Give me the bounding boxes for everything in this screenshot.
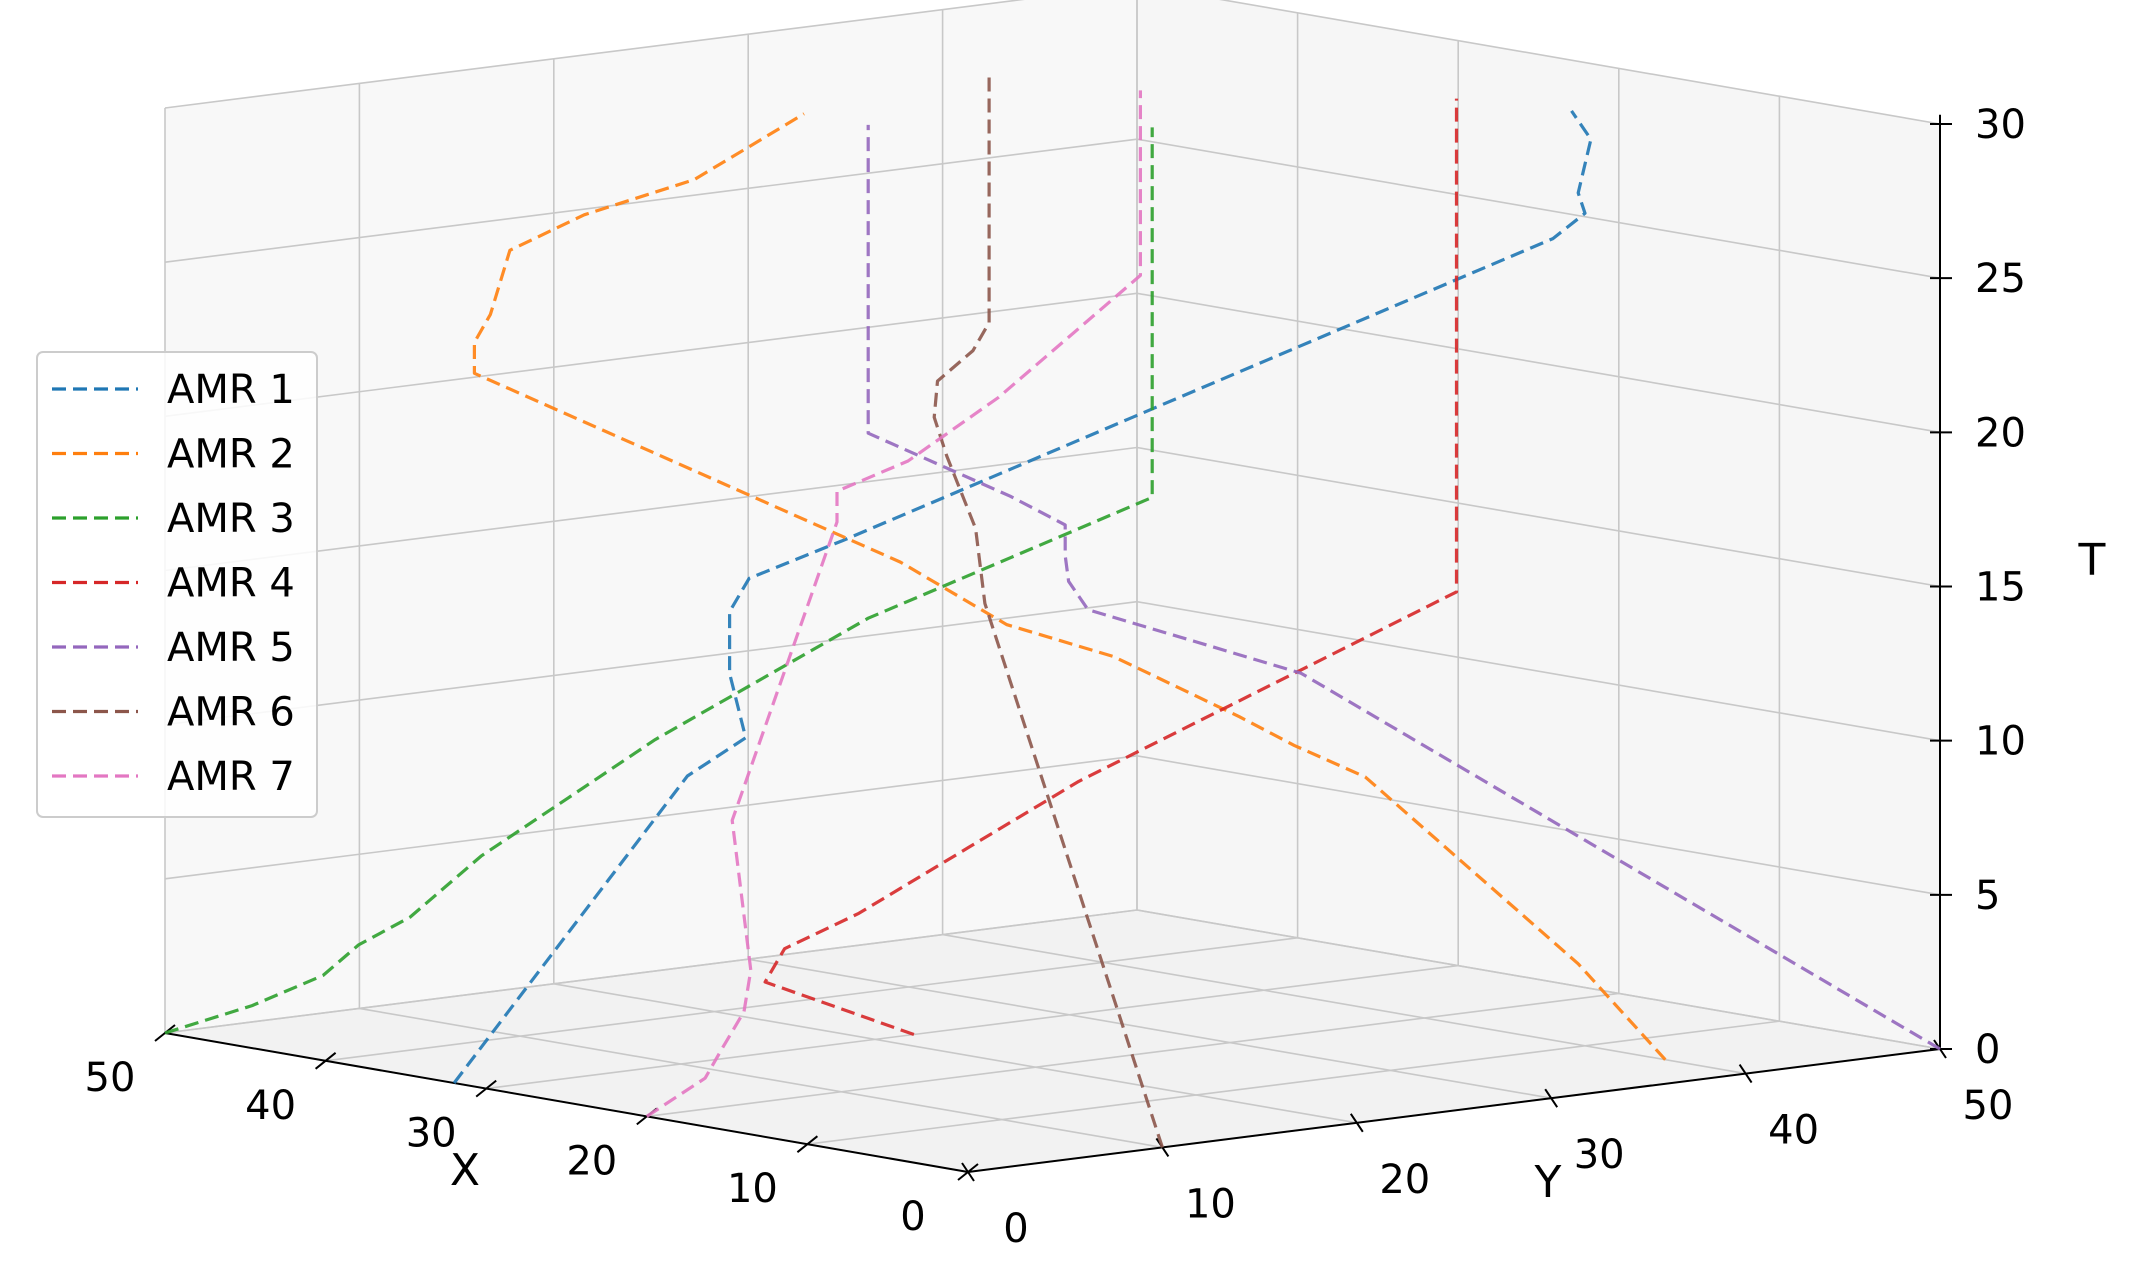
y-tick: [1349, 1113, 1364, 1133]
grid-line: [1136, 755, 1941, 896]
x-tick-label: 30: [406, 1111, 457, 1157]
legend-label: AMR 4: [167, 561, 295, 607]
back-pane-x: [165, 0, 1137, 1033]
grid-line: [486, 964, 1459, 1090]
z-tick-label: 20: [1975, 410, 2026, 456]
y-tick: [1544, 1088, 1559, 1108]
legend-label: AMR 6: [167, 690, 295, 736]
z-tick-label: 10: [1975, 719, 2026, 765]
grid-line: [164, 600, 1138, 726]
legend-label: AMR 3: [167, 496, 295, 542]
y-tick-label: 0: [1003, 1206, 1028, 1252]
series-line-amr-7: [645, 90, 1142, 1118]
grid-line: [164, 755, 1138, 880]
axes-edges: [164, 114, 1941, 1173]
x-tick-label: 20: [566, 1138, 617, 1184]
x-tick: [314, 1052, 337, 1070]
y-axis-line: [967, 1048, 1941, 1173]
x-axis-line: [164, 1032, 969, 1173]
series-line-amr-4: [763, 98, 1459, 1037]
y-tick: [1738, 1064, 1753, 1084]
grid-line: [164, 909, 1138, 1034]
y-tick-label: 50: [1963, 1083, 2014, 1129]
grid-line: [1218, 0, 1941, 125]
y-tick: [961, 1162, 975, 1182]
legend-label: AMR 7: [167, 754, 295, 800]
y-axis-title: Y: [1534, 1157, 1562, 1208]
axis-tick-labels: 0 10 20 30 40 50 0 10 20 30 40 50 0 5 10 15 20 25 30: [85, 102, 2026, 1252]
x-axis-title: X: [450, 1145, 480, 1196]
y-tick-label: 20: [1379, 1157, 1430, 1203]
x-tick-label: 40: [245, 1083, 296, 1129]
z-axis-title: T: [2078, 535, 2106, 586]
legend-label: AMR 5: [167, 625, 295, 671]
z-tick-label: 5: [1975, 873, 2000, 919]
legend: AMR 1 AMR 2 AMR 3 AMR 4 AMR 5 AMR 6 AMR 7: [36, 351, 318, 818]
grid-line: [1136, 909, 1941, 1050]
grid-line: [164, 0, 1025, 109]
grid-line: [553, 983, 1357, 1124]
z-tick-label: 25: [1975, 256, 2026, 302]
axes-ticks: [154, 123, 1952, 1182]
series-lines: [164, 75, 1941, 1148]
grid-line: [164, 292, 1138, 418]
grid-line: [164, 446, 1138, 572]
grid-line: [748, 958, 1552, 1099]
x-tick: [796, 1135, 819, 1153]
grid-line: [164, 138, 1138, 263]
y-tick-label: 10: [1185, 1181, 1236, 1227]
x-tick-label: 10: [727, 1166, 778, 1212]
y-tick-label: 40: [1768, 1108, 1819, 1154]
legend-frame: [36, 351, 318, 818]
series-line-amr-6: [932, 75, 1164, 1148]
axes-panes: [165, 0, 1940, 1172]
z-tick-label: 0: [1975, 1027, 2000, 1073]
x-tick: [475, 1079, 497, 1098]
x-tick-label: 0: [900, 1194, 925, 1240]
legend-label: AMR 2: [167, 432, 295, 478]
series-line-amr-2: [472, 112, 1667, 1061]
grid-line: [807, 1020, 1780, 1145]
z-tick-label: 15: [1975, 565, 2026, 611]
grid-line: [942, 933, 1746, 1075]
x-tick-label: 50: [85, 1055, 136, 1101]
series-line-amr-3: [164, 127, 1154, 1035]
back-pane-y: [1137, 0, 1940, 1049]
legend-label: AMR 1: [167, 367, 295, 413]
grid-line: [1136, 292, 1941, 434]
grid-line: [1136, 600, 1941, 742]
y-tick-label: 30: [1574, 1132, 1625, 1178]
grid-line: [1136, 138, 1941, 279]
floor-pane: [165, 910, 1940, 1172]
series-line-amr-1: [452, 109, 1593, 1084]
grid-line: [1136, 446, 1941, 588]
z-tick-label: 30: [1975, 102, 2026, 148]
series-line-amr-5: [866, 124, 1941, 1051]
